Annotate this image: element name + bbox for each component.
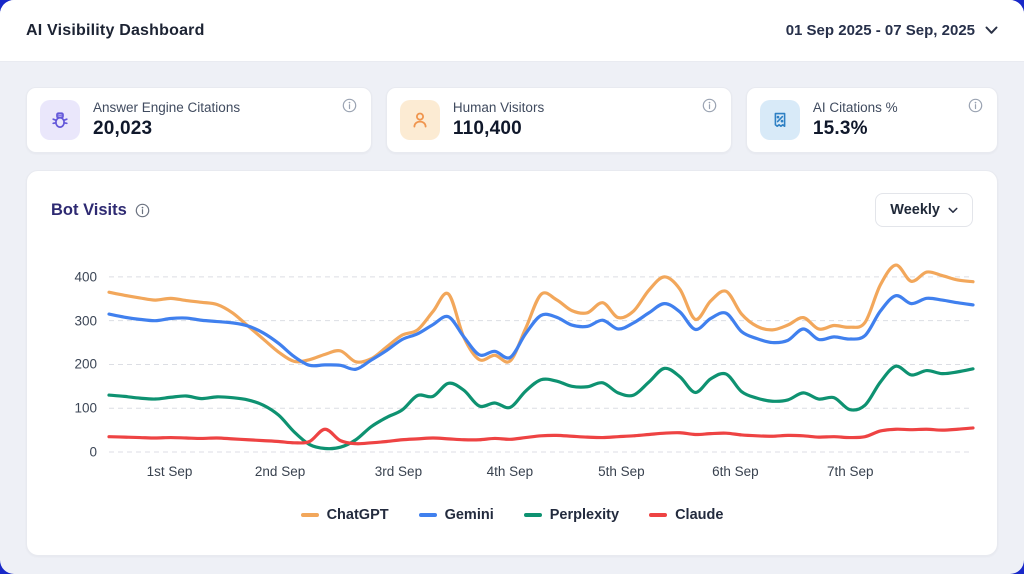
y-axis-label: 0 xyxy=(89,444,97,460)
x-axis-label: 2nd Sep xyxy=(254,464,306,479)
x-axis-label: 7th Sep xyxy=(827,464,874,479)
legend-label: Gemini xyxy=(444,507,494,523)
bot-icon xyxy=(40,100,80,140)
line-chart xyxy=(109,255,973,452)
legend-item-claude[interactable]: Claude xyxy=(649,507,723,523)
legend-label: ChatGPT xyxy=(326,507,389,523)
chart-canvas xyxy=(109,255,973,452)
stat-value: 20,023 xyxy=(93,118,153,139)
page-body: Answer Engine Citations 20,023 Human Vis… xyxy=(0,62,1024,556)
y-axis-label: 400 xyxy=(74,269,97,285)
x-axis-label: 3rd Sep xyxy=(374,464,423,479)
stat-card-ai-citations-pct: AI Citations % 15.3% xyxy=(745,87,998,153)
y-axis-label: 300 xyxy=(74,313,97,329)
date-range-label: 01 Sep 2025 - 07 Sep, 2025 xyxy=(785,22,975,39)
legend-swatch xyxy=(418,513,437,517)
stat-text: Answer Engine Citations 20,023 xyxy=(93,100,342,140)
legend-swatch xyxy=(300,513,319,517)
info-icon[interactable] xyxy=(135,203,150,218)
citation-percent-icon xyxy=(759,100,800,140)
x-axis: 1st Sep 2nd Sep 3rd Sep 4th Sep 5th Sep 6th S… xyxy=(109,452,973,490)
info-icon[interactable] xyxy=(342,98,357,113)
x-axis-label: 6th Sep xyxy=(712,464,759,479)
legend-label: Perplexity xyxy=(549,507,620,523)
legend-item-chatgpt[interactable]: ChatGPT xyxy=(300,507,389,523)
info-icon[interactable] xyxy=(968,98,983,113)
chevron-down-icon xyxy=(948,207,958,214)
legend-swatch xyxy=(523,513,542,517)
chevron-down-icon xyxy=(985,26,998,35)
person-icon xyxy=(399,100,440,140)
stat-card-answer-engine-citations: Answer Engine Citations 20,023 xyxy=(26,87,372,153)
x-axis-label: 4th Sep xyxy=(486,464,534,479)
legend-item-gemini[interactable]: Gemini xyxy=(418,507,494,523)
stat-label: Human Visitors xyxy=(452,100,545,115)
x-axis-label: 1st Sep xyxy=(146,464,193,479)
x-axis-label: 5th Sep xyxy=(598,464,645,479)
bot-visits-panel: Bot Visits Weekly 0 100 200 300 400 xyxy=(26,170,998,556)
stat-value: 110,400 xyxy=(452,118,522,139)
date-range-selector[interactable]: 01 Sep 2025 - 07 Sep, 2025 xyxy=(786,22,998,39)
range-selector-label: Weekly xyxy=(890,202,940,218)
y-axis-label: 200 xyxy=(74,356,97,372)
legend-label: Claude xyxy=(675,507,724,523)
stat-value: 15.3% xyxy=(812,118,868,139)
stat-label: Answer Engine Citations xyxy=(93,100,241,115)
chart-title: Bot Visits xyxy=(51,200,127,219)
y-axis-label: 100 xyxy=(74,400,97,416)
y-axis: 0 100 200 300 400 xyxy=(51,255,97,459)
stat-text: AI Citations % 15.3% xyxy=(813,100,968,140)
range-selector-dropdown[interactable]: Weekly xyxy=(875,193,973,227)
app-header: AI Visibility Dashboard 01 Sep 2025 - 07… xyxy=(0,0,1024,62)
legend-item-perplexity[interactable]: Perplexity xyxy=(523,507,620,523)
page-title: AI Visibility Dashboard xyxy=(26,21,205,39)
legend-swatch xyxy=(649,513,668,517)
stat-label: AI Citations % xyxy=(812,100,898,115)
chart-header: Bot Visits Weekly xyxy=(51,193,973,227)
stat-cards-row: Answer Engine Citations 20,023 Human Vis… xyxy=(26,87,998,153)
info-icon[interactable] xyxy=(702,98,717,113)
chart-legend: ChatGPT Gemini Perplexity Claude xyxy=(51,504,973,526)
chart-plot-zone: 0 100 200 300 400 xyxy=(51,255,973,460)
stat-card-human-visitors: Human Visitors 110,400 xyxy=(385,87,732,153)
stat-text: Human Visitors 110,400 xyxy=(453,100,702,140)
